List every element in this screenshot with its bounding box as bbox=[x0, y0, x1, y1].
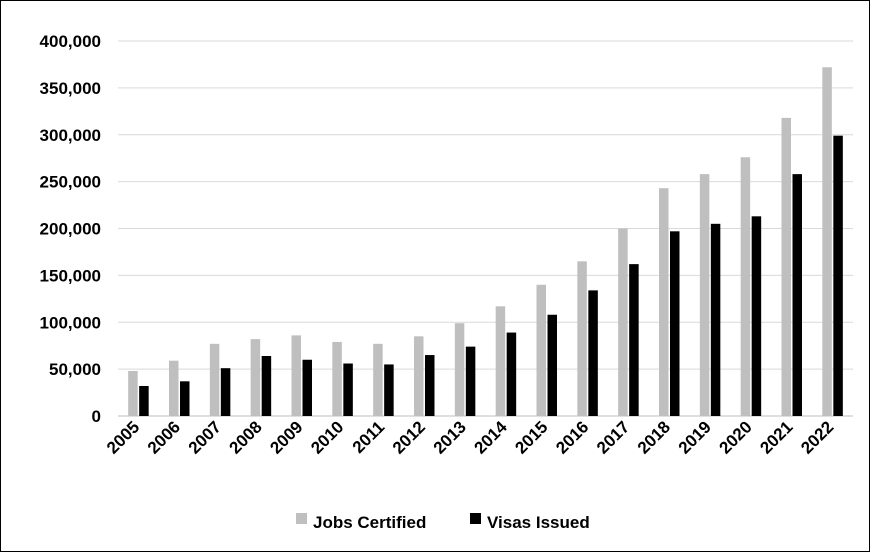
x-tick-label: 2006 bbox=[144, 417, 184, 457]
x-tick-label: 2012 bbox=[389, 417, 429, 457]
bar-visas-issued-2020 bbox=[751, 216, 762, 416]
y-tick-label: 50,000 bbox=[49, 360, 101, 379]
bar-jobs-certified-2021 bbox=[781, 117, 791, 416]
bar-jobs-certified-2017 bbox=[618, 228, 628, 416]
x-axis: 2005 2006 2007 2008 2009 2010 2011 2012 2013 2014… bbox=[103, 417, 837, 458]
bar-visas-issued-2005 bbox=[139, 386, 149, 416]
bars bbox=[128, 67, 843, 416]
y-tick-label: 200,000 bbox=[40, 220, 101, 239]
x-tick-label: 2014 bbox=[471, 417, 512, 458]
bar-jobs-certified-2013 bbox=[454, 323, 465, 416]
bar-visas-issued-2018 bbox=[670, 231, 680, 416]
bar-visas-issued-2007 bbox=[220, 368, 231, 416]
bar-visas-issued-2006 bbox=[180, 381, 190, 416]
y-tick-label: 0 bbox=[92, 407, 101, 426]
bar-visas-issued-2017 bbox=[629, 264, 639, 416]
legend-swatch-jobs-certified bbox=[296, 513, 307, 524]
legend-label-jobs-certified: Jobs Certified bbox=[313, 513, 426, 532]
bar-visas-issued-2010 bbox=[343, 363, 353, 416]
bar-jobs-certified-2009 bbox=[291, 335, 301, 416]
bar-visas-issued-2022 bbox=[833, 135, 843, 416]
bar-jobs-certified-2018 bbox=[659, 188, 669, 416]
x-tick-label: 2010 bbox=[307, 417, 347, 457]
x-tick-label: 2018 bbox=[634, 417, 674, 457]
bar-jobs-certified-2011 bbox=[373, 343, 383, 416]
y-tick-label: 400,000 bbox=[40, 32, 101, 51]
x-tick-label: 2007 bbox=[185, 417, 225, 457]
y-tick-label: 100,000 bbox=[40, 313, 101, 332]
legend: Jobs Certified Visas Issued bbox=[296, 513, 590, 532]
bar-jobs-certified-2014 bbox=[495, 306, 506, 416]
x-tick-label: 2017 bbox=[593, 417, 633, 457]
x-tick-label: 2020 bbox=[716, 417, 756, 457]
bar-visas-issued-2009 bbox=[302, 359, 312, 416]
bar-visas-issued-2014 bbox=[506, 332, 517, 416]
bar-visas-issued-2021 bbox=[792, 174, 802, 416]
bar-visas-issued-2012 bbox=[425, 355, 435, 416]
y-tick-label: 150,000 bbox=[40, 266, 101, 285]
x-tick-label: 2019 bbox=[675, 417, 715, 457]
bar-visas-issued-2013 bbox=[465, 346, 476, 416]
x-tick-label: 2009 bbox=[266, 417, 306, 457]
bar-jobs-certified-2016 bbox=[577, 261, 587, 416]
y-tick-label: 300,000 bbox=[40, 126, 101, 145]
bar-jobs-certified-2010 bbox=[332, 341, 342, 416]
bar-jobs-certified-2012 bbox=[414, 336, 424, 416]
bar-jobs-certified-2005 bbox=[128, 371, 138, 416]
bar-visas-issued-2019 bbox=[710, 223, 721, 416]
y-tick-label: 350,000 bbox=[40, 79, 101, 98]
x-tick-label: 2005 bbox=[103, 417, 143, 457]
bar-visas-issued-2011 bbox=[384, 364, 394, 416]
bar-jobs-certified-2022 bbox=[822, 67, 832, 416]
x-tick-label: 2016 bbox=[552, 417, 592, 457]
bar-jobs-certified-2019 bbox=[699, 174, 710, 416]
x-tick-label: 2021 bbox=[756, 417, 796, 457]
y-axis: 0 50,000 100,000 150,000 200,000 250,000 300,0… bbox=[40, 32, 101, 426]
bar-jobs-certified-2007 bbox=[209, 343, 220, 416]
legend-label-visas-issued: Visas Issued bbox=[487, 513, 590, 532]
x-tick-label: 2011 bbox=[349, 417, 389, 457]
y-tick-label: 250,000 bbox=[40, 173, 101, 192]
x-tick-label: 2008 bbox=[226, 417, 266, 457]
bar-visas-issued-2016 bbox=[588, 290, 598, 416]
bar-jobs-certified-2015 bbox=[536, 284, 546, 416]
x-tick-label: 2022 bbox=[797, 417, 837, 457]
bar-jobs-certified-2020 bbox=[740, 157, 751, 416]
x-tick-label: 2013 bbox=[430, 417, 470, 457]
bar-jobs-certified-2006 bbox=[169, 360, 179, 416]
bar-visas-issued-2015 bbox=[547, 314, 557, 416]
gridlines bbox=[118, 40, 853, 417]
x-tick-label: 2015 bbox=[511, 417, 551, 457]
bar-jobs-certified-2008 bbox=[250, 339, 261, 416]
bar-visas-issued-2008 bbox=[261, 356, 272, 416]
legend-swatch-visas-issued bbox=[470, 513, 481, 524]
